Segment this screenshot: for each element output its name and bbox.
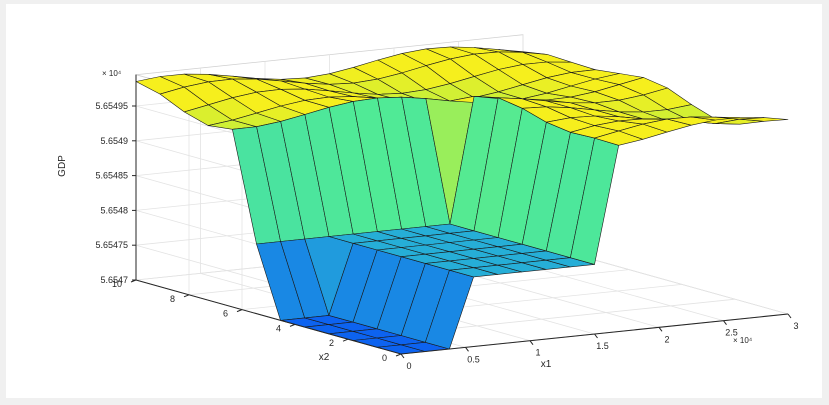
surface-patch [739,117,789,122]
z-axis-label: GDP [57,155,68,177]
x-tick-label: 0 [406,361,411,371]
x-tick-mark [787,313,792,319]
y-tick-label: 6 [223,309,228,319]
y-tick-mark [236,309,243,313]
x-tick-label: 1.5 [596,341,609,351]
y-axis-line [135,279,402,355]
surface-mesh [135,46,789,355]
x-tick-mark [465,347,469,352]
x-tick-label: 0.5 [467,354,480,364]
x-tick-mark [658,327,663,332]
x-tick-label: 1 [535,348,540,358]
x-axis-label: x1 [541,359,552,370]
plot-area: 0 0.5 1 1.5 2 2.5 3 0 2 4 6 8 10 5.6547 5.65475 5.6548 5… [6,4,822,398]
z-tick-label: 5.65495 [95,101,128,111]
y-tick-mark [395,353,402,357]
y-tick-label: 4 [276,323,281,333]
y-tick-mark [342,338,349,342]
z-tick-label: 5.65485 [95,171,128,181]
y-tick-mark [289,323,296,327]
x-tick-label: 2.5 [725,328,738,338]
x-tick-label: 3 [793,321,798,331]
y-tick-label: 10 [112,279,122,289]
y-tick-mark [183,294,190,298]
x-tick-label: 2 [664,334,669,344]
z-exponent-label: × 10⁴ [102,69,122,78]
z-tick-label: 5.6548 [100,205,128,215]
y-axis-label: x2 [319,352,330,363]
z-tick-label: 5.6547 [100,275,128,285]
z-tick-label: 5.65475 [95,240,128,250]
axes-ticks: 00.511.522.5302468105.65475.654755.65485… [95,101,798,371]
z-tick-label: 5.6549 [100,136,128,146]
x-tick-mark [400,353,405,359]
x-tick-mark [723,320,727,325]
y-tick-label: 0 [382,353,387,363]
x-tick-mark [594,333,598,339]
x-tick-mark [529,340,534,345]
y-tick-label: 8 [170,294,175,304]
x-exponent-label: × 10⁴ [733,336,753,345]
y-tick-label: 2 [329,338,334,348]
surface-chart: 00.511.522.5302468105.65475.654755.65485… [57,34,799,371]
